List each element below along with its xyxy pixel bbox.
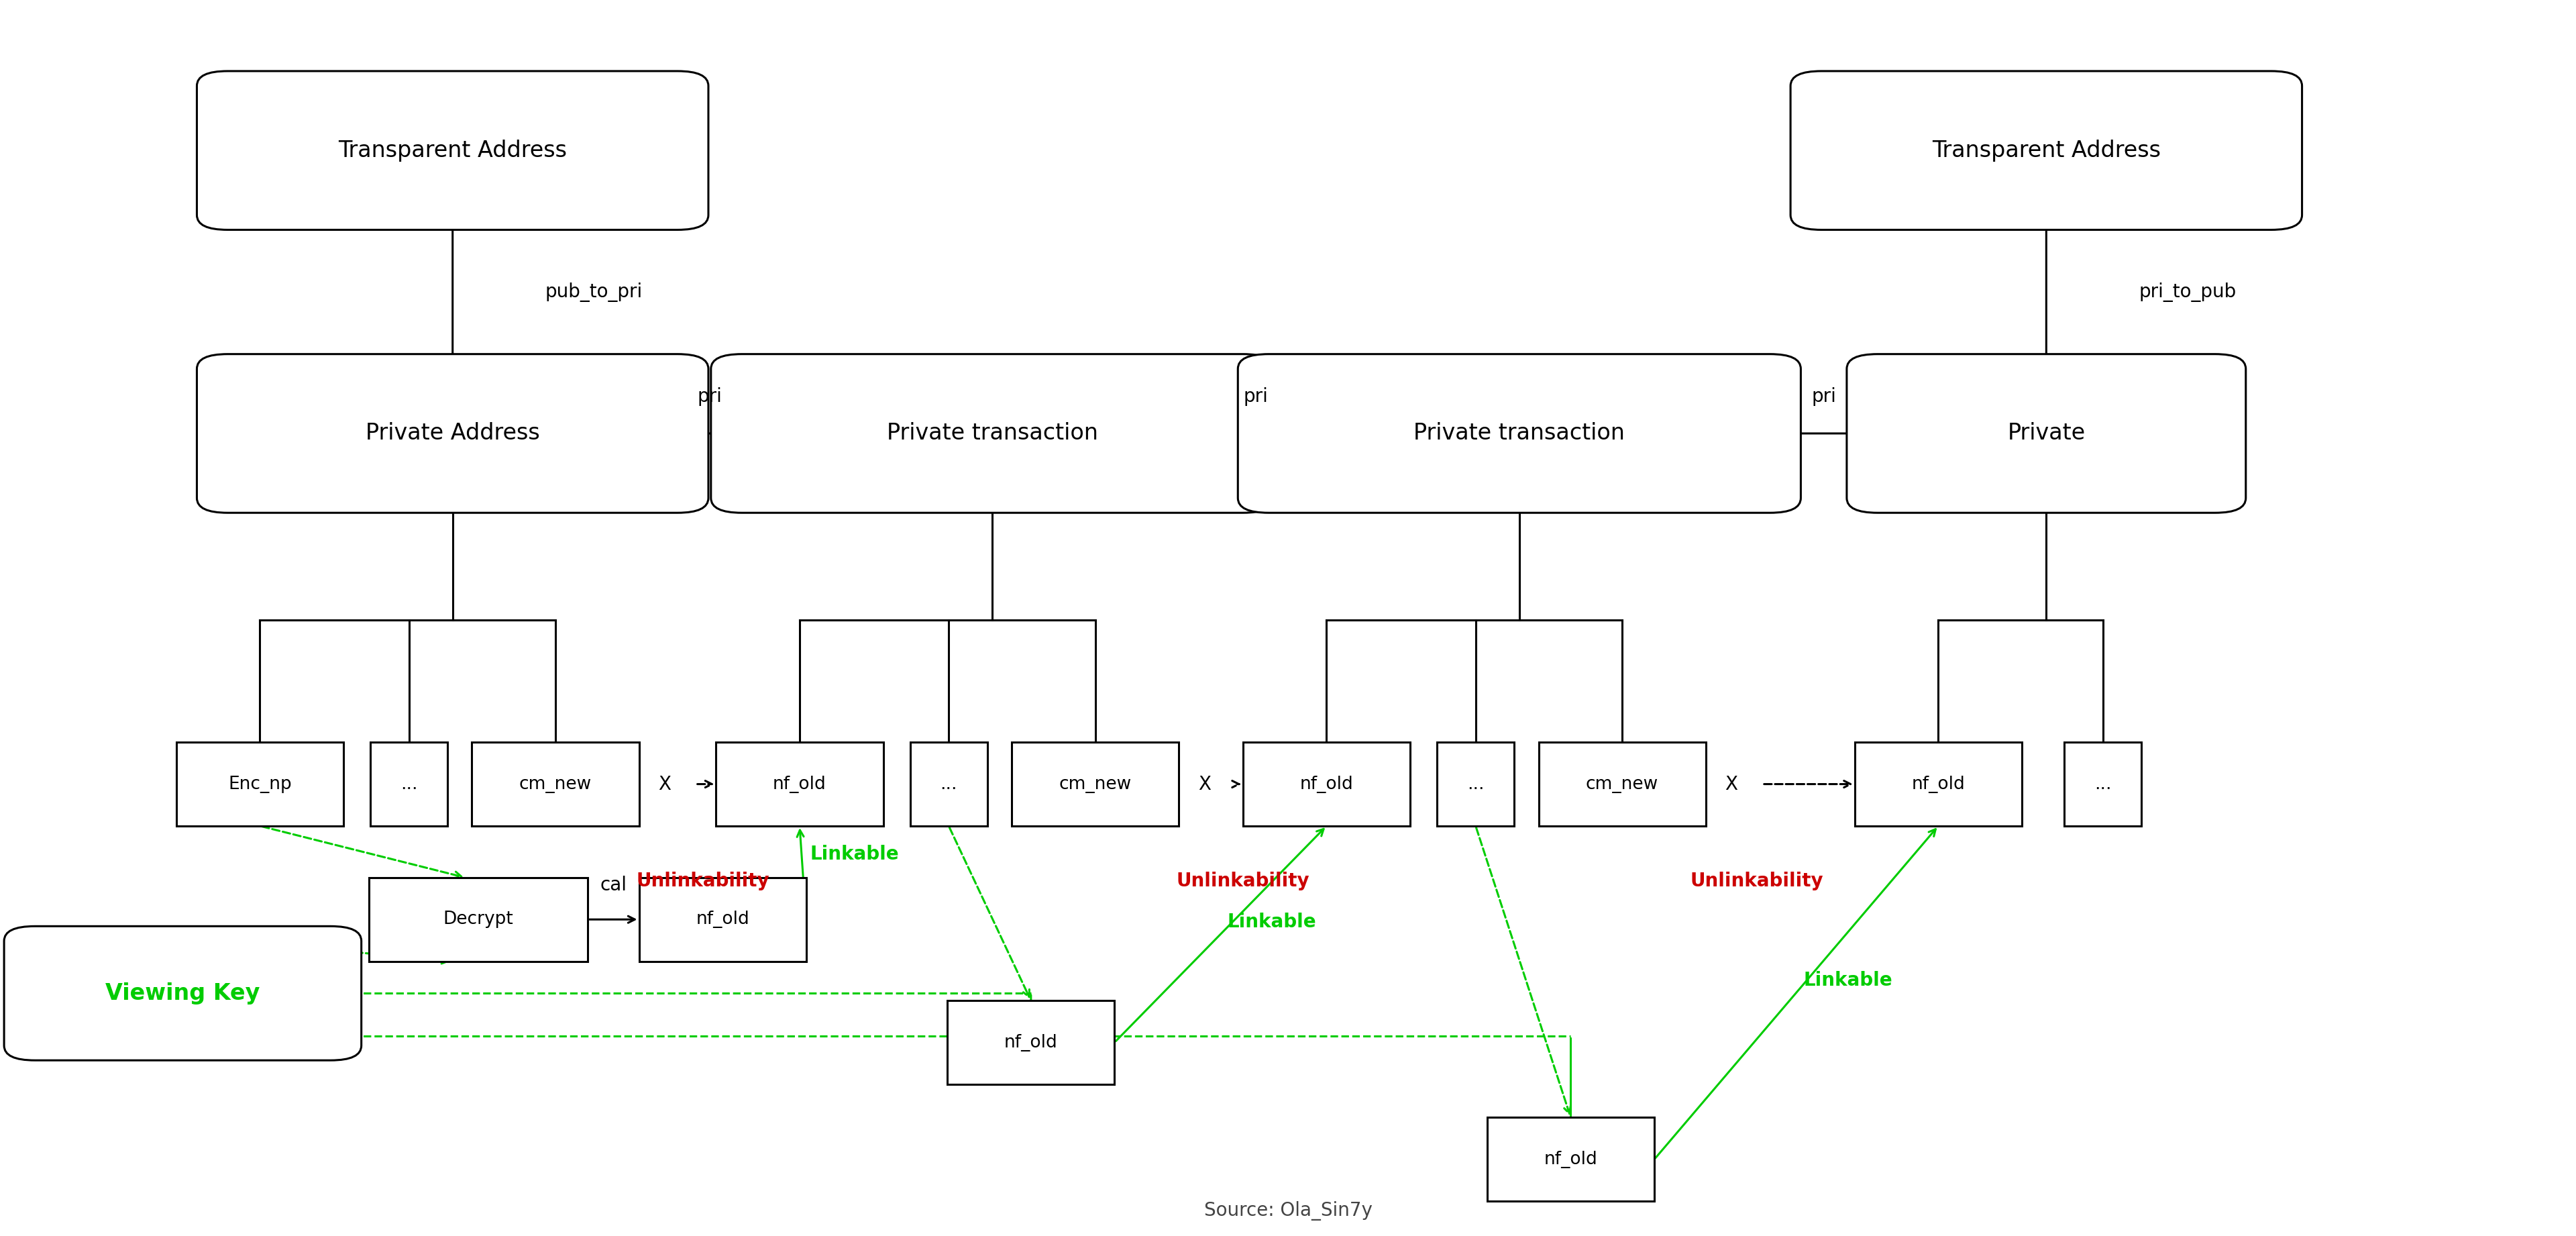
Text: X: X	[1198, 775, 1211, 794]
FancyBboxPatch shape	[196, 72, 708, 230]
Text: Unlinkability: Unlinkability	[1177, 871, 1309, 891]
Text: ...: ...	[399, 775, 417, 792]
FancyBboxPatch shape	[711, 353, 1275, 513]
FancyBboxPatch shape	[471, 743, 639, 826]
Text: Linkable: Linkable	[809, 845, 899, 864]
Text: Linkable: Linkable	[1226, 912, 1316, 931]
FancyBboxPatch shape	[371, 743, 448, 826]
FancyBboxPatch shape	[1790, 72, 2303, 230]
Text: Linkable: Linkable	[1803, 971, 1893, 990]
Text: cm_new: cm_new	[1587, 775, 1659, 792]
FancyBboxPatch shape	[196, 353, 708, 513]
FancyBboxPatch shape	[1012, 743, 1180, 826]
Text: cm_new: cm_new	[1059, 775, 1131, 792]
Text: nf_old: nf_old	[1301, 775, 1352, 792]
Text: Private transaction: Private transaction	[1414, 423, 1625, 445]
Text: ...: ...	[1468, 775, 1484, 792]
FancyBboxPatch shape	[2063, 743, 2141, 826]
FancyBboxPatch shape	[948, 1001, 1115, 1084]
Text: cm_new: cm_new	[520, 775, 592, 792]
FancyBboxPatch shape	[368, 878, 587, 962]
Text: Private transaction: Private transaction	[886, 423, 1097, 445]
FancyBboxPatch shape	[1847, 353, 2246, 513]
Text: pub_to_pri: pub_to_pri	[546, 282, 641, 302]
Text: nf_old: nf_old	[1911, 775, 1965, 792]
Text: Transparent Address: Transparent Address	[337, 140, 567, 162]
Text: nf_old: nf_old	[1543, 1151, 1597, 1168]
Text: Unlinkability: Unlinkability	[636, 871, 770, 891]
Text: nf_old: nf_old	[1005, 1033, 1059, 1051]
Text: Unlinkability: Unlinkability	[1690, 871, 1824, 891]
Text: Enc_np: Enc_np	[229, 775, 291, 792]
FancyBboxPatch shape	[716, 743, 884, 826]
FancyBboxPatch shape	[909, 743, 987, 826]
Text: cal: cal	[600, 875, 626, 895]
FancyBboxPatch shape	[639, 878, 806, 962]
Text: pri: pri	[698, 387, 721, 405]
Text: ...: ...	[2094, 775, 2112, 792]
FancyBboxPatch shape	[1855, 743, 2022, 826]
Text: Transparent Address: Transparent Address	[1932, 140, 2161, 162]
Text: Decrypt: Decrypt	[443, 911, 513, 928]
Text: pri: pri	[1811, 387, 1837, 405]
FancyBboxPatch shape	[5, 926, 361, 1060]
FancyBboxPatch shape	[1538, 743, 1705, 826]
FancyBboxPatch shape	[1486, 1117, 1654, 1201]
Text: X: X	[1726, 775, 1739, 794]
Text: Source: Ola_Sin7y: Source: Ola_Sin7y	[1203, 1201, 1373, 1221]
FancyBboxPatch shape	[1239, 353, 1801, 513]
Text: X: X	[659, 775, 672, 794]
Text: nf_old: nf_old	[696, 911, 750, 928]
FancyBboxPatch shape	[175, 743, 343, 826]
Text: ...: ...	[940, 775, 958, 792]
Text: Private Address: Private Address	[366, 423, 541, 445]
FancyBboxPatch shape	[1244, 743, 1409, 826]
Text: pri_to_pub: pri_to_pub	[2138, 282, 2236, 302]
Text: nf_old: nf_old	[773, 775, 827, 792]
Text: Viewing Key: Viewing Key	[106, 983, 260, 1005]
Text: pri: pri	[1244, 387, 1267, 405]
Text: Private: Private	[2007, 423, 2084, 445]
FancyBboxPatch shape	[1437, 743, 1515, 826]
